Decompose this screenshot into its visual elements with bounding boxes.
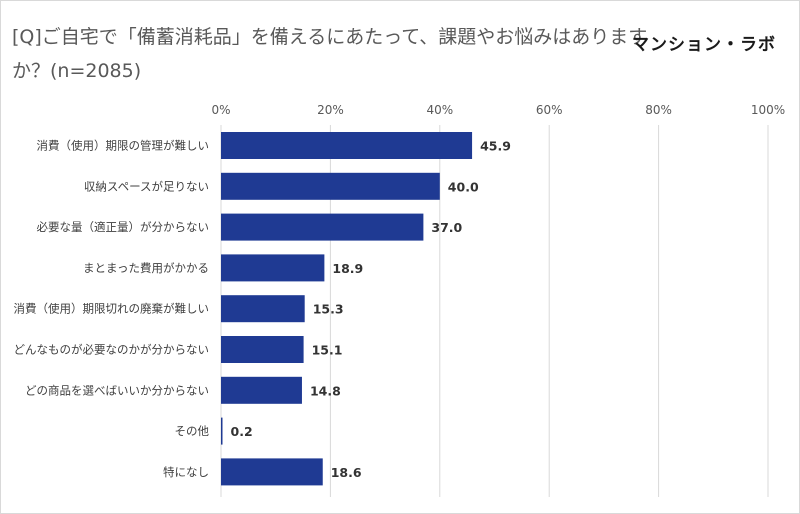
data-label: 37.0 [431,220,462,235]
bar [221,254,325,282]
category-label: 収納スペースが足りない [84,179,209,193]
category-label: その他 [175,424,210,438]
bars [221,132,473,486]
x-tick-label: 0% [211,103,230,117]
x-tick-label: 20% [317,103,344,117]
brand-logo: マンション・ラボ [632,35,776,55]
bar [221,458,323,486]
bar [221,417,223,445]
data-label: 14.8 [310,383,341,398]
data-label: 15.3 [313,302,344,317]
value-labels: 45.9 40.0 37.0 18.9 15.3 15.1 14.8 0.2 18.6 [231,139,511,480]
data-label: 40.0 [448,179,479,194]
bar [221,376,302,404]
bar [221,295,305,323]
data-label: 18.6 [331,465,362,480]
category-label: どんなものが必要なのかが分からない [14,343,210,357]
bar [221,172,440,200]
category-label: 消費（使用）期限の管理が難しい [37,139,210,153]
data-label: 15.1 [312,343,343,358]
chart-title: [Q]ご自宅で「備蓄消耗品」を備えるにあたって、課題やお悩みはありますか？(n=… [12,26,648,82]
category-label: まとまった費用がかかる [83,261,209,275]
category-label: どの商品を選べばいいか分からない [25,383,209,397]
data-label: 18.9 [332,261,363,276]
category-label: 特になし [163,465,209,479]
data-label: 0.2 [231,424,253,439]
x-tick-label: 80% [645,103,672,117]
x-tick-label: 40% [426,103,453,117]
x-axis-ticks: 0% 20% 40% 60% 80% 100% [211,103,785,117]
bar [221,336,304,363]
x-tick-label: 100% [751,103,785,117]
category-label: 必要な量（適正量）が分からない [37,220,210,234]
category-labels: 消費（使用）期限の管理が難しい収納スペースが足りない必要な量（適正量）が分からな… [14,139,210,479]
category-label: 消費（使用）期限切れの廃棄が難しい [14,302,210,316]
x-tick-label: 60% [536,103,563,117]
bar [221,213,424,241]
bar [221,132,473,159]
data-label: 45.9 [480,139,511,154]
